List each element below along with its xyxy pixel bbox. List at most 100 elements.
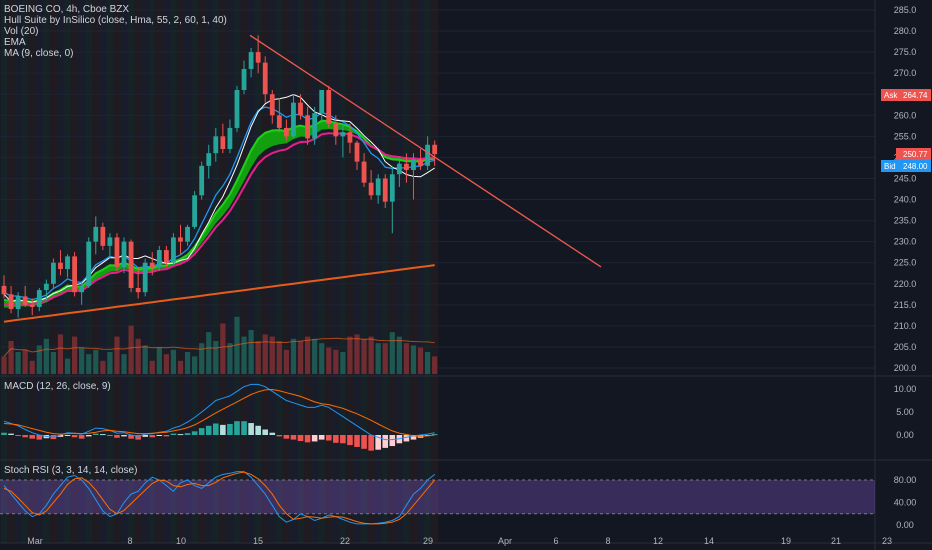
volume-bar [304, 336, 311, 374]
macd-histogram-bar [205, 425, 212, 435]
candle-body [36, 290, 42, 307]
macd-histogram-bar [64, 435, 71, 436]
session-stripe [191, 0, 199, 543]
volume-bar [262, 334, 268, 374]
volume-bar [121, 354, 127, 374]
legend-ma[interactable]: MA (9, close, 0) [4, 48, 74, 59]
volume-bar [248, 330, 254, 374]
candle-body [185, 226, 190, 242]
macd-histogram-bar [191, 431, 198, 435]
volume-bar [15, 352, 21, 374]
volume-bar [382, 343, 388, 374]
session-stripe [417, 0, 425, 543]
macd-histogram-bar [114, 435, 120, 438]
legend-vol[interactable]: Vol (20) [4, 26, 39, 37]
macd-histogram-bar [255, 425, 261, 435]
time-tick-label: 8 [127, 536, 132, 546]
volume-bar [128, 325, 134, 374]
candle-body [411, 159, 416, 171]
volume-bar [149, 360, 155, 374]
candle-body [404, 163, 409, 171]
bid-value: 248.00 [903, 162, 928, 171]
macd-histogram-bar [361, 435, 367, 449]
macd-histogram-bar [29, 435, 36, 439]
macd-histogram-bar [410, 435, 417, 440]
session-stripe [176, 0, 185, 543]
price-labels: Ask 264.74 250.77 Bid 248.00 [881, 89, 931, 172]
candle-body [298, 102, 303, 116]
volume-bar [170, 349, 177, 374]
candle-body [269, 94, 275, 116]
time-tick-label: 15 [253, 536, 263, 546]
volume-bar [326, 347, 332, 374]
volume-bar [432, 356, 438, 374]
volume-bar [283, 349, 289, 374]
price-tick-label: 275.0 [894, 47, 917, 57]
candle-body [107, 237, 113, 246]
candle-body [142, 262, 148, 293]
session-stripe [325, 0, 333, 543]
volume-ma-line [3, 337, 435, 357]
macd-histogram-bar [304, 435, 311, 443]
session-stripe [339, 0, 347, 543]
macd-histogram-bar [354, 435, 360, 447]
legend-symbol[interactable]: BOEING CO, 4h, Cboe BZX [4, 4, 130, 15]
legend-stoch[interactable]: Stoch RSI (3, 3, 14, 14, close) [4, 465, 138, 476]
legend-hull[interactable]: Hull Suite by InSilico (close, Hma, 55, … [4, 15, 227, 26]
candle-body [396, 163, 402, 175]
volume-bar [1, 356, 7, 374]
macd-histogram-bar [163, 435, 170, 437]
stoch-tick-label: 0.00 [896, 520, 914, 530]
time-tick-label: 14 [704, 536, 714, 546]
candlesticks [1, 35, 438, 318]
price-axis[interactable]: 285.0280.0275.0270.0265.0260.0255.0250.0… [894, 5, 917, 530]
macd-histogram-bar [283, 435, 290, 439]
volume-bar [354, 334, 360, 374]
volume-bar [417, 347, 424, 374]
macd-histogram-bar [198, 428, 205, 435]
macd-histogram-bar [142, 435, 148, 437]
price-tick-label: 235.0 [894, 216, 917, 226]
price-tick-label: 205.0 [894, 342, 917, 352]
volume-bar [375, 343, 381, 374]
candle-body [354, 142, 360, 162]
volume-bar [29, 360, 35, 374]
macd-histogram-bar [389, 435, 396, 447]
session-stripe [261, 0, 269, 543]
time-axis[interactable]: Mar 8 10 15 22 29 Apr 6 8 12 14 19 21 23 [27, 536, 892, 546]
volume-bar [79, 347, 85, 374]
candle-body [15, 296, 21, 310]
trendline[interactable] [249, 34, 602, 268]
macd-histogram-bar [170, 433, 177, 435]
volume-bar [184, 352, 191, 374]
macd-histogram-bar [276, 435, 283, 437]
macd-histogram-bar [382, 435, 389, 448]
volume-bar [312, 338, 318, 374]
stoch-legend: Stoch RSI (3, 3, 14, 14, close) [4, 465, 137, 476]
legend-ema[interactable]: EMA [4, 37, 26, 48]
session-stripe [346, 0, 354, 543]
macd-histogram-bar [156, 435, 163, 436]
session-stripe [28, 0, 36, 543]
volume-bar [142, 345, 148, 374]
volume-bar [269, 336, 275, 374]
volume-bar [206, 332, 212, 374]
bid-label: Bid [884, 162, 896, 171]
legend-macd[interactable]: MACD (12, 26, close, 9) [4, 381, 111, 392]
main-legend: BOEING CO, 4h, Cboe BZX Hull Suite by In… [4, 4, 227, 59]
volume-bar [425, 352, 431, 374]
macd-histogram-bar [325, 435, 332, 441]
volume-bar [340, 352, 346, 374]
candle-body [227, 127, 233, 149]
session-stripe [240, 0, 248, 543]
macd-tick-label: 0.00 [896, 430, 914, 440]
volume-bar [36, 345, 42, 374]
volume-bar [8, 341, 14, 374]
candle-body [100, 226, 106, 246]
session-background-stripes [0, 0, 439, 543]
volume-bar [72, 336, 78, 374]
trendline-line [249, 34, 602, 268]
macd-histogram-bar [234, 421, 240, 435]
stoch-tick-label: 80.00 [894, 475, 917, 485]
